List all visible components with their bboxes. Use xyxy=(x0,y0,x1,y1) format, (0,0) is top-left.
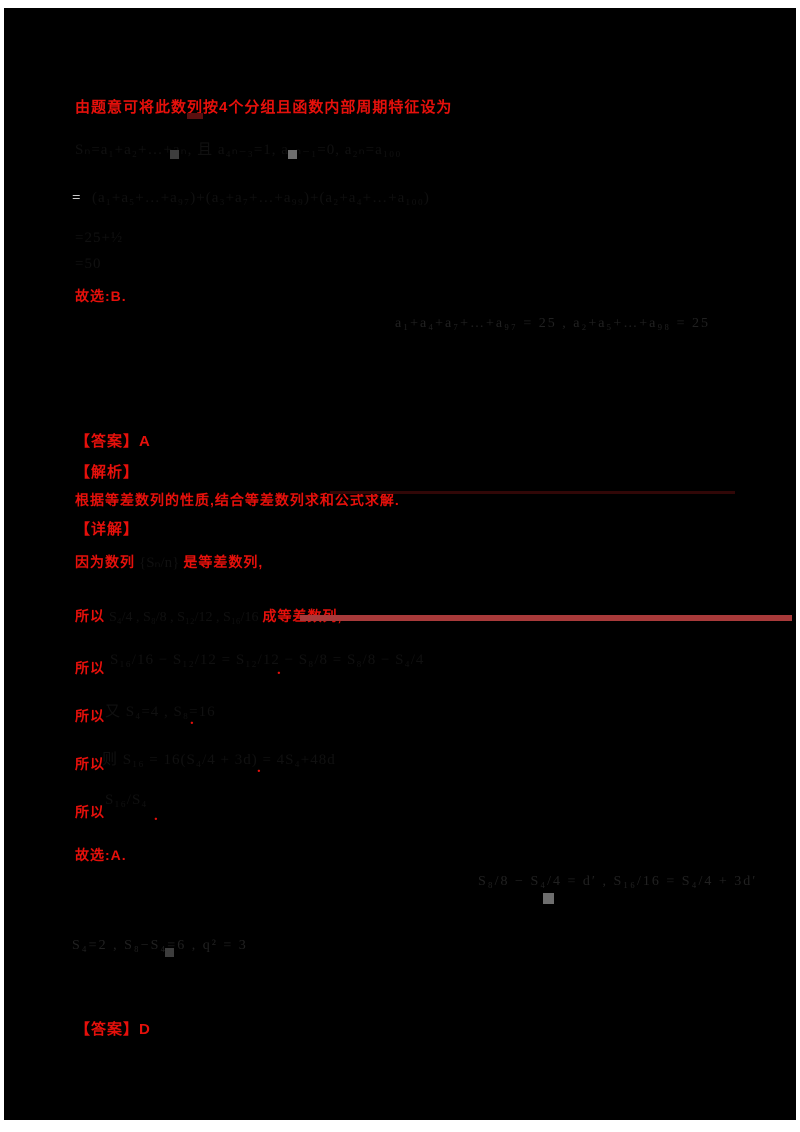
red-underline-bar xyxy=(300,615,792,621)
problem3-answer-label: 【答案】D xyxy=(75,1021,151,1038)
problem2-analysis-label: 【解析】 xyxy=(75,464,140,481)
formula-highlight-box xyxy=(543,893,554,904)
because-prefix: 因为数列 xyxy=(75,554,135,570)
because-suffix: 是等差数列, xyxy=(183,554,264,570)
step2-math: 又 S₄=4 , S₈=16 xyxy=(105,704,216,720)
step1-math: S₁₆/16 − S₁₂/12 = S₁₂/12 − S₈/8 = S₈/8 −… xyxy=(110,652,425,668)
so-prefix: 所以 xyxy=(75,608,105,624)
problem1-formula-line2: (a₁+a₅+…+a₉₇)+(a₃+a₇+…+a₉₉)+(a₂+a₄+…+a₁₀… xyxy=(92,190,430,206)
problem2-bottom-formula: S₄=2 , S₈−S₄=6 , q² = 3 xyxy=(72,938,248,953)
problem2-choice: 故选:A. xyxy=(75,847,127,863)
heading-subscript-mark xyxy=(187,113,203,119)
step4-period: . xyxy=(154,808,158,824)
problem2-answer-label: 【答案】A xyxy=(75,433,151,450)
problem2-because-line: 因为数列 {Sₙ/n} 是等差数列, xyxy=(75,552,263,572)
step2-period: . xyxy=(190,712,194,728)
formula-highlight-box xyxy=(165,948,174,957)
problem2-centered-formula: S₈/8 − S₄/4 = d′ , S₁₆/16 = S₄/4 + 3d′ xyxy=(478,874,758,889)
formula-highlight-box xyxy=(288,150,297,159)
step3-word: 所以 xyxy=(75,756,105,772)
step1-word: 所以 xyxy=(75,660,105,676)
problem1-formula-line3: =25+½ xyxy=(75,230,124,246)
so-math: S₄/4 , S₈/8 , S₁₂/12 , S₁₆/16 xyxy=(109,610,259,625)
because-fraction: {Sₙ/n} xyxy=(139,555,180,571)
problem1-centered-formula: a₁+a₄+a₇+…+a₉₇ = 25 , a₂+a₅+…+a₉₈ = 25 xyxy=(395,316,710,331)
step3-period: . xyxy=(257,760,261,776)
problem2-detail-label: 【详解】 xyxy=(75,521,140,538)
step4-word: 所以 xyxy=(75,804,105,820)
problem1-eq-sign: = xyxy=(72,190,81,206)
page-black-background xyxy=(4,8,796,1120)
problem1-choice: 故选:B. xyxy=(75,288,127,304)
problem1-heading: 由题意可将此数列按4个分组且函数内部周期特征设为 xyxy=(75,99,453,116)
problem2-so-line: 所以 S₄/4 , S₈/8 , S₁₂/12 , S₁₆/16 成等差数列, xyxy=(75,606,342,626)
step1-period: . xyxy=(277,662,281,678)
step4-math: S₁₆/S₄ xyxy=(105,792,148,808)
step3-math: 则 S₁₆ = 16(S₄/4 + 3d) = 4S₄+48d xyxy=(102,752,336,768)
problem2-analysis-text: 根据等差数列的性质,结合等差数列求和公式求解. xyxy=(75,492,400,508)
problem1-formula-line1: Sₙ=a₁+a₂+…+aₙ, 且 a₄ₙ₋₃=1, a₄ₙ₋₁=0, a₂ₙ=a… xyxy=(75,142,402,158)
dark-red-rule xyxy=(330,491,735,494)
formula-highlight-box xyxy=(170,150,179,159)
step2-word: 所以 xyxy=(75,708,105,724)
problem1-formula-line4: =50 xyxy=(75,256,102,272)
